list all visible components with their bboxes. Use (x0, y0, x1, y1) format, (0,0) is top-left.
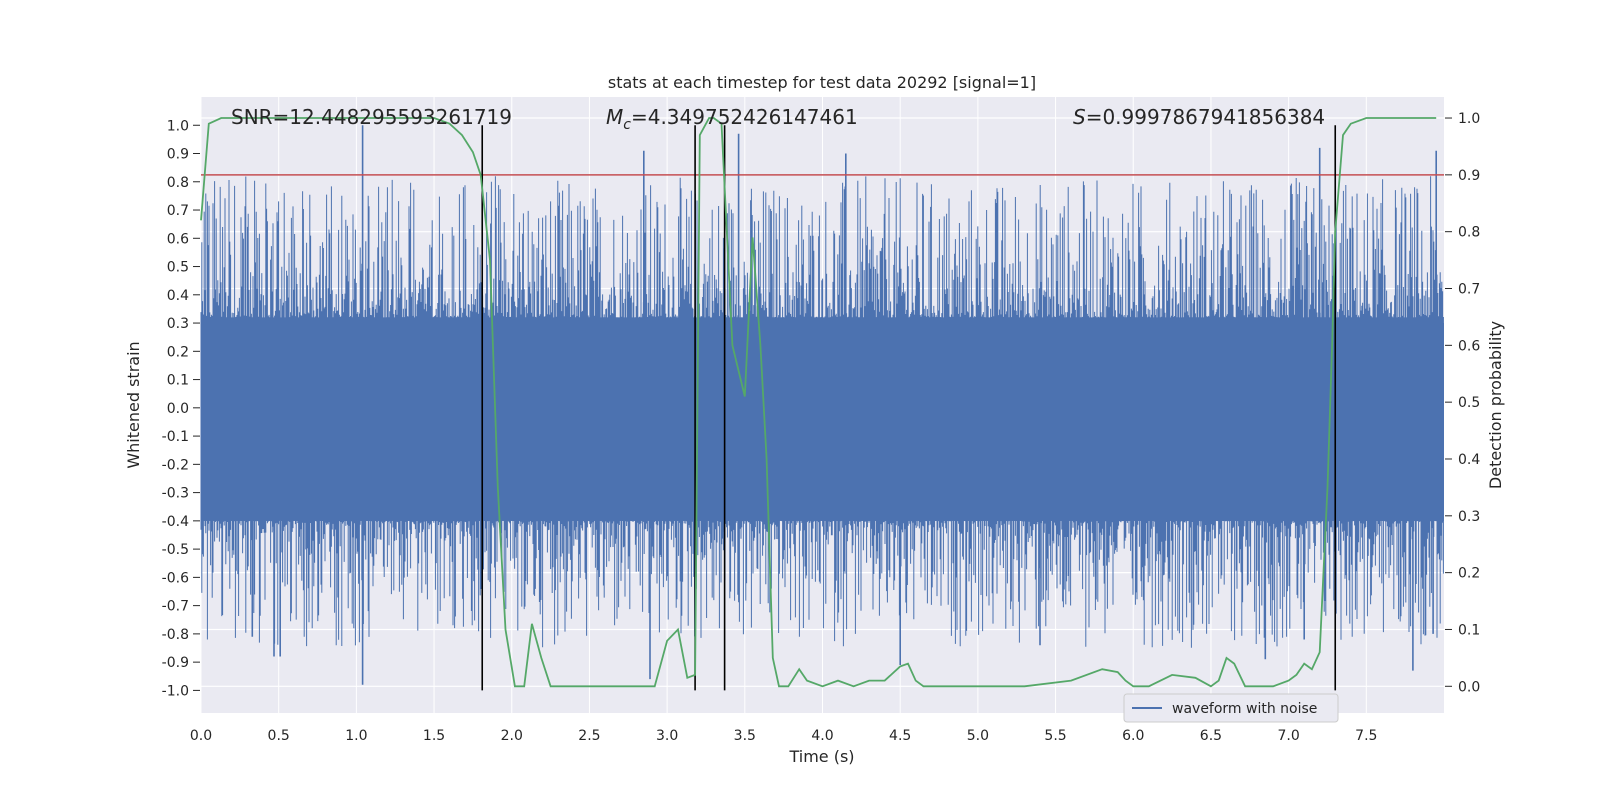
y-tick-label: 0.2 (167, 344, 189, 360)
y-tick-label: -0.4 (162, 514, 189, 530)
y2-axis-ticks: 1.0 0.9 0.8 0.7 0.6 0.5 0.4 0.3 0.2 0.1 0.0 (1445, 111, 1480, 695)
y-tick-label: 0.8 (167, 175, 189, 191)
x-tick-label: 6.5 (1200, 728, 1222, 744)
x-tick-label: 1.5 (423, 728, 445, 744)
legend-label: waveform with noise (1172, 701, 1317, 717)
y-axis-label: Whitened strain (124, 341, 143, 468)
x-tick-label: 3.0 (656, 728, 678, 744)
chart-title: stats at each timestep for test data 202… (608, 73, 1036, 92)
y-tick-label: 0.0 (167, 401, 189, 417)
x-tick-label: 4.0 (811, 728, 833, 744)
x-tick-label: 6.0 (1122, 728, 1144, 744)
noise-peaks (251, 125, 1437, 685)
y-tick-label: -0.1 (162, 429, 189, 445)
x-tick-label: 5.5 (1044, 728, 1066, 744)
y-tick-label: -0.9 (162, 655, 189, 671)
y-tick-label: -0.6 (162, 570, 189, 586)
x-tick-label: 2.0 (501, 728, 523, 744)
noise-strokes (200, 176, 1444, 648)
y2-tick-label: 0.0 (1458, 679, 1480, 695)
y-tick-label: 1.0 (167, 118, 189, 134)
x-tick-label: 4.5 (889, 728, 911, 744)
snr-annotation: SNR=12.448295593261719 (231, 105, 512, 129)
y2-tick-label: 1.0 (1458, 111, 1480, 127)
waveform-series (200, 125, 1444, 685)
legend-box (1123, 693, 1339, 723)
y-tick-label: -0.5 (162, 542, 189, 558)
mc-subscript: c (623, 117, 631, 133)
s-annotation: S=0.9997867941856384 (1073, 105, 1325, 129)
s-value: =0.9997867941856384 (1086, 105, 1325, 129)
x-axis-ticks: 0.0 0.5 1.0 1.5 2.0 2.5 3.0 3.5 4.0 4.5 5.0 5.5 6.0 6… (190, 728, 1378, 744)
y-tick-label: 0.6 (167, 231, 189, 247)
x-tick-label: 0.5 (268, 728, 290, 744)
y-axis-ticks: 1.0 0.9 0.8 0.7 0.6 0.5 0.4 0.3 0.2 0.1 0.0 -0.1 -0.… (162, 118, 200, 699)
y-tick-label: 0.7 (167, 203, 189, 219)
y2-tick-label: 0.3 (1458, 509, 1480, 525)
y2-tick-label: 0.1 (1458, 622, 1480, 638)
y2-axis-label: Detection probability (1486, 321, 1505, 489)
x-tick-label: 3.5 (734, 728, 756, 744)
mc-symbol: M (606, 105, 623, 129)
y2-tick-label: 0.9 (1458, 168, 1480, 184)
y-tick-label: 0.4 (167, 288, 189, 304)
x-tick-label: 1.0 (345, 728, 367, 744)
y-tick-label: -0.2 (162, 457, 189, 473)
y-tick-label: -0.8 (162, 627, 189, 643)
mc-value: =4.349752426147461 (631, 105, 858, 129)
detection-probability-line (200, 117, 1437, 688)
y2-tick-label: 0.4 (1458, 452, 1480, 468)
y-tick-label: 0.5 (167, 260, 189, 276)
y2-tick-label: 0.8 (1458, 225, 1480, 241)
y-tick-label: 0.1 (167, 373, 189, 389)
y-tick-label: 0.9 (167, 147, 189, 163)
y-tick-label: 0.3 (167, 316, 189, 332)
chirp-mass-annotation: Mc=4.349752426147461 (606, 105, 858, 133)
y-tick-label: -0.3 (162, 486, 189, 502)
x-tick-label: 5.0 (967, 728, 989, 744)
y-tick-label: -1.0 (162, 683, 189, 699)
s-symbol: S (1073, 105, 1086, 129)
y-tick-label: -0.7 (162, 599, 189, 615)
x-axis-label: Time (s) (788, 747, 854, 766)
legend: waveform with noise (1123, 693, 1339, 723)
x-tick-label: 0.0 (190, 728, 212, 744)
y2-tick-label: 0.7 (1458, 282, 1480, 298)
x-tick-label: 7.5 (1355, 728, 1377, 744)
y2-tick-label: 0.2 (1458, 566, 1480, 582)
x-tick-label: 7.0 (1277, 728, 1299, 744)
x-tick-label: 2.5 (578, 728, 600, 744)
y2-tick-label: 0.5 (1458, 395, 1480, 411)
y2-tick-label: 0.6 (1458, 338, 1480, 354)
